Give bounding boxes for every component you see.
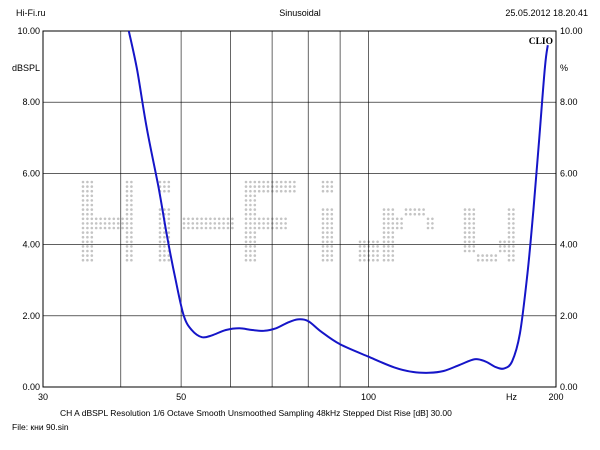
y-tick-label-right: 0.00 — [560, 382, 578, 392]
y-tick-label-right: 8.00 — [560, 97, 578, 107]
header-site-label: Hi-Fi.ru — [16, 8, 46, 18]
x-tick-label: 200 — [548, 392, 563, 402]
y-tick-label-left: 4.00 — [22, 240, 40, 250]
x-tick-label: 50 — [176, 392, 186, 402]
x-axis-ticks: 30 50 100 200 — [38, 392, 564, 402]
header-timestamp: 25.05.2012 18.20.41 — [505, 8, 588, 18]
x-axis-unit-label: Hz — [506, 392, 517, 402]
header-signal-type: Sinusoidal — [279, 8, 321, 18]
y-tick-label-left: 0.00 — [22, 382, 40, 392]
plot-frame — [42, 30, 557, 388]
series-lines — [127, 30, 549, 374]
series-line — [127, 30, 549, 374]
y-tick-label-left: 6.00 — [22, 168, 40, 178]
y-axis-right-label: % — [560, 63, 568, 73]
y-axis-left-ticks: 0.00 2.00 4.00 6.00 8.00 10.00 — [17, 26, 40, 392]
watermark-dot-matrix — [81, 180, 515, 262]
y-tick-label-right: 2.00 — [560, 311, 578, 321]
y-tick-label-right: 6.00 — [560, 168, 578, 178]
x-tick-label: 100 — [361, 392, 376, 402]
measurement-settings: CH A dBSPL Resolution 1/6 Octave Smooth … — [60, 408, 452, 418]
y-tick-label-right: 4.00 — [560, 240, 578, 250]
file-name: File: кни 90.sin — [12, 422, 69, 432]
y-axis-right-ticks: 0.00 2.00 4.00 6.00 8.00 10.00 — [560, 26, 583, 392]
chart-grid — [42, 30, 557, 388]
y-tick-label-right: 10.00 — [560, 26, 583, 36]
y-tick-label-left: 2.00 — [22, 311, 40, 321]
y-tick-label-left: 8.00 — [22, 97, 40, 107]
y-tick-label-left: 10.00 — [17, 26, 40, 36]
y-axis-left-label: dBSPL — [12, 63, 40, 73]
clio-brand-label: CLIO — [529, 37, 553, 47]
x-tick-label: 30 — [38, 392, 48, 402]
